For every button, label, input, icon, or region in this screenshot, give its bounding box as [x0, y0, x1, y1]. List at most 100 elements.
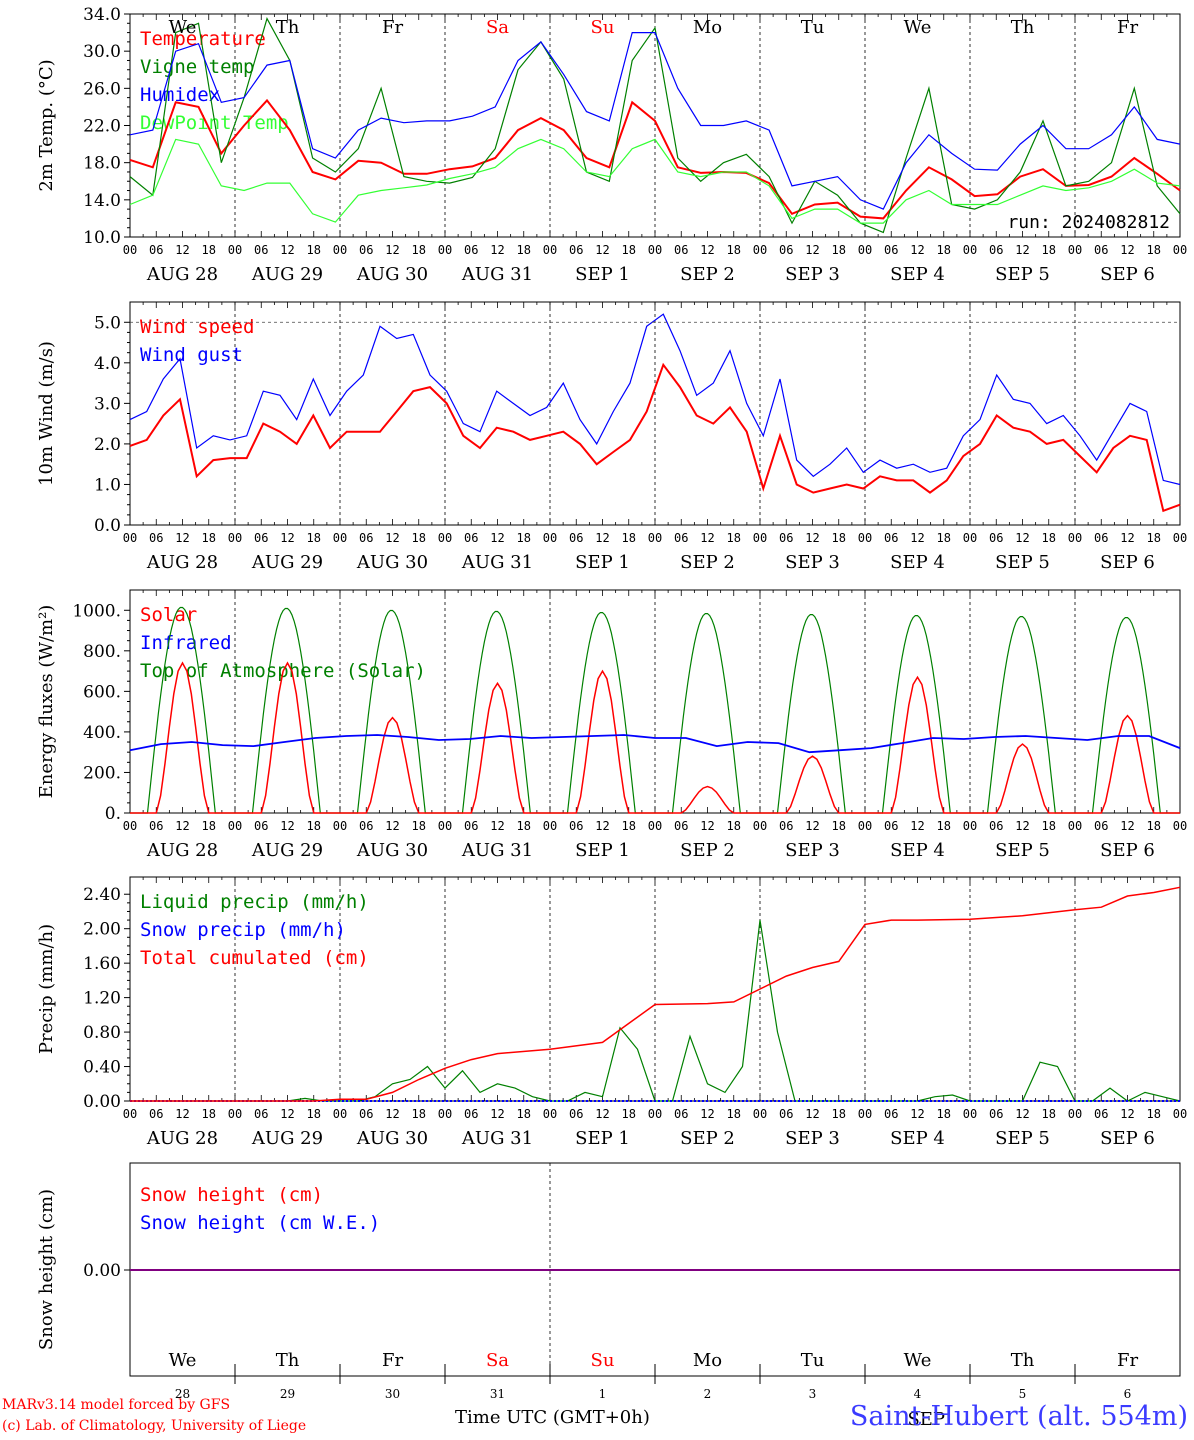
x-date-label: SEP 2 [680, 1128, 735, 1149]
x-date-label: AUG 29 [251, 552, 323, 573]
x-hour-tick-label: 00 [753, 1107, 767, 1121]
x-hour-tick-label: 12 [700, 243, 714, 257]
x-hour-tick-label: 12 [805, 819, 819, 833]
x-date-label: SEP 4 [890, 264, 945, 285]
x-hour-tick-label: 06 [569, 1107, 583, 1121]
toa-solar-curve [340, 609, 445, 814]
solar-curve [865, 675, 970, 814]
toa-solar-curve [970, 616, 1075, 814]
x-hour-tick-label: 12 [385, 1107, 399, 1121]
legend-entry: Humidex [140, 84, 220, 106]
station-label: Saint-Hubert (alt. 554m) [849, 1401, 1188, 1432]
y-tick-label: 14.0 [83, 191, 121, 211]
legend-entry: Temperature [140, 28, 266, 50]
x-hour-tick-label: 12 [805, 531, 819, 545]
solar-curve [550, 669, 655, 814]
y-axis-label: 2m Temp. (°C) [36, 59, 57, 191]
x-hour-tick-label: 00 [963, 531, 977, 545]
x-hour-tick-label: 00 [963, 819, 977, 833]
x-hour-tick-label: 06 [779, 531, 793, 545]
x-hour-tick-label: 00 [438, 531, 452, 545]
x-hour-tick-label: 18 [832, 243, 846, 257]
series-line [129, 98, 1181, 220]
x-hour-tick-label: 00 [648, 1107, 662, 1121]
x-hour-tick-label: 00 [648, 819, 662, 833]
x-hour-tick-label: 00 [1068, 819, 1082, 833]
x-hour-tick-label: 12 [910, 531, 924, 545]
x-hour-tick-label: 06 [254, 819, 268, 833]
top-weekday-label: Su [591, 17, 615, 38]
x-hour-tick-label: 06 [359, 243, 373, 257]
toa-solar-curve [550, 612, 655, 814]
series-line [129, 17, 1181, 234]
y-tick-label: 600. [83, 682, 121, 702]
series-line [129, 32, 1181, 210]
x-hour-tick-label: 18 [307, 243, 321, 257]
x-date-label: AUG 31 [461, 264, 533, 285]
top-weekday-label: Th [276, 17, 300, 38]
x-weekday-label: Su [591, 1350, 615, 1371]
x-hour-tick-label: 06 [989, 531, 1003, 545]
x-date-label: SEP 2 [680, 264, 735, 285]
x-hour-tick-label: 12 [280, 531, 294, 545]
x-hour-tick-label: 18 [202, 1107, 216, 1121]
x-date-number: 30 [385, 1387, 400, 1401]
x-hour-tick-label: 12 [175, 819, 189, 833]
x-hour-tick-label: 18 [622, 531, 636, 545]
x-hour-tick-label: 18 [1147, 819, 1161, 833]
x-hour-tick-label: 18 [1042, 243, 1056, 257]
x-hour-tick-label: 00 [858, 819, 872, 833]
x-date-label: SEP 3 [785, 840, 840, 861]
x-hour-tick-label: 06 [674, 1107, 688, 1121]
x-hour-tick-label: 00 [123, 243, 137, 257]
x-hour-tick-label: 06 [149, 243, 163, 257]
x-date-label: SEP 6 [1100, 840, 1155, 861]
legend-entry: Snow precip (mm/h) [140, 919, 346, 941]
x-date-label: SEP 1 [575, 1128, 630, 1149]
x-hour-tick-label: 18 [937, 531, 951, 545]
x-hour-tick-label: 12 [910, 819, 924, 833]
x-hour-tick-label: 00 [228, 531, 242, 545]
y-tick-label: 0.00 [83, 1092, 121, 1112]
legend-entry: Total cumulated (cm) [140, 947, 369, 969]
toa-solar-curve [760, 614, 865, 814]
x-hour-tick-label: 06 [884, 819, 898, 833]
x-hour-tick-label: 00 [228, 819, 242, 833]
top-weekday-label: Tu [801, 17, 825, 38]
x-hour-tick-label: 06 [149, 1107, 163, 1121]
x-date-number: 1 [599, 1387, 607, 1401]
x-hour-tick-label: 00 [1173, 243, 1187, 257]
solar-curve [445, 681, 550, 814]
y-tick-label: 1.20 [83, 989, 121, 1009]
x-date-label: SEP 4 [890, 1128, 945, 1149]
run-label: run: 2024082812 [1007, 212, 1170, 233]
x-date-label: AUG 28 [146, 264, 218, 285]
solar-curve [340, 716, 445, 814]
panel-frame [129, 589, 1181, 814]
x-hour-tick-label: 06 [989, 819, 1003, 833]
x-date-label: AUG 31 [461, 1128, 533, 1149]
credit-line-1: MARv3.14 model forced by GFS [2, 1397, 231, 1413]
x-weekday-label: Th [1011, 1350, 1035, 1371]
x-hour-tick-label: 12 [700, 1107, 714, 1121]
x-weekday-label: Tu [801, 1350, 825, 1371]
x-date-label: AUG 29 [251, 264, 323, 285]
x-hour-tick-label: 00 [333, 819, 347, 833]
legend-entry: Solar [140, 604, 197, 626]
x-hour-tick-label: 06 [1094, 1107, 1108, 1121]
x-hour-tick-label: 00 [1173, 1107, 1187, 1121]
y-tick-label: 0.40 [83, 1058, 121, 1078]
x-hour-tick-label: 18 [1042, 1107, 1056, 1121]
x-weekday-label: Fr [1117, 1350, 1138, 1371]
x-date-label: AUG 31 [461, 552, 533, 573]
x-hour-tick-label: 18 [832, 531, 846, 545]
x-hour-tick-label: 12 [700, 531, 714, 545]
x-hour-tick-label: 12 [700, 819, 714, 833]
x-hour-tick-label: 12 [805, 1107, 819, 1121]
y-axis-label: Energy fluxes (W/m²) [36, 605, 57, 799]
solar-curve [970, 743, 1075, 814]
x-weekday-label: We [169, 1350, 197, 1371]
top-weekday-label: Mo [693, 17, 722, 38]
x-hour-tick-label: 12 [910, 243, 924, 257]
